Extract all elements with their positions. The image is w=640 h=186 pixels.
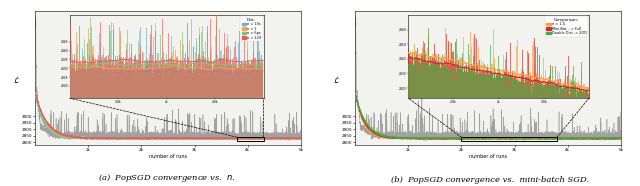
Y-axis label: $\mathcal{L}$: $\mathcal{L}$ (333, 75, 340, 85)
Bar (461, 137, 557, 141)
Y-axis label: $\mathcal{L}$: $\mathcal{L}$ (13, 75, 20, 85)
X-axis label: number of runs: number of runs (469, 154, 507, 159)
Text: (b)  PopSGD convergence vs.  mini-batch SGD.: (b) PopSGD convergence vs. mini-batch SG… (390, 176, 589, 184)
Text: (a)  PopSGD convergence vs.  $n$.: (a) PopSGD convergence vs. $n$. (97, 172, 236, 184)
X-axis label: number of runs: number of runs (149, 154, 187, 159)
Bar (237, 137, 264, 141)
